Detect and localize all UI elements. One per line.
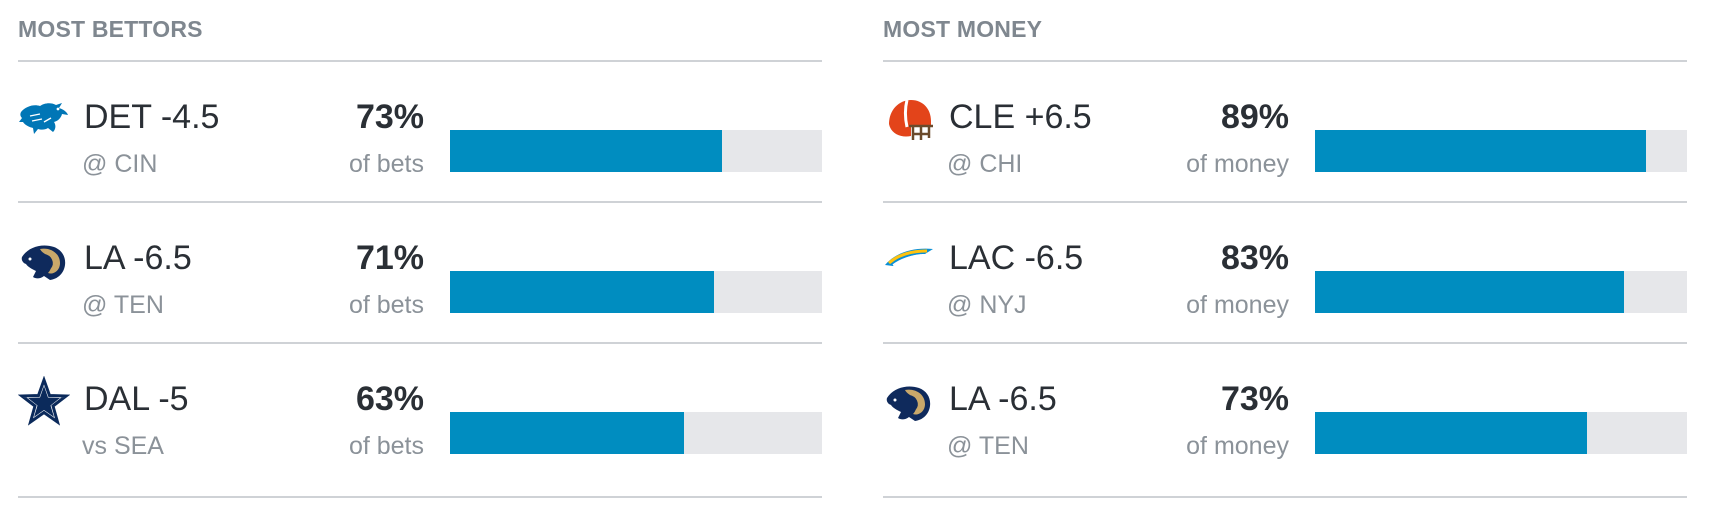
team-spread: DET -4.5 bbox=[84, 98, 220, 136]
list-item[interactable]: LAC -6.5 @ NYJ 83% of money bbox=[883, 203, 1687, 343]
divider bbox=[18, 496, 822, 498]
percent-unit: of bets bbox=[348, 291, 424, 319]
panel-title: MOST MONEY bbox=[883, 16, 1043, 42]
progress-track bbox=[450, 271, 822, 313]
list-item[interactable]: DET -4.5 @ CIN 73% of bets bbox=[18, 62, 822, 202]
panel-title: MOST BETTORS bbox=[18, 16, 203, 42]
browns-logo-icon bbox=[883, 94, 935, 146]
team-spread: LAC -6.5 bbox=[949, 239, 1084, 277]
matchup-label: @ CHI bbox=[947, 150, 1023, 178]
matchup-label: @ TEN bbox=[82, 291, 164, 319]
list-item[interactable]: CLE +6.5 @ CHI 89% of money bbox=[883, 62, 1687, 202]
progress-track bbox=[450, 412, 822, 454]
percent-value: 63% bbox=[355, 380, 424, 418]
percent-unit: of money bbox=[1186, 432, 1289, 460]
team-spread: LA -6.5 bbox=[949, 380, 1057, 418]
percent-unit: of money bbox=[1186, 291, 1289, 319]
cowboys-logo-icon bbox=[18, 376, 70, 428]
divider bbox=[883, 201, 1687, 203]
list-item[interactable]: LA -6.5 @ TEN 71% of bets bbox=[18, 203, 822, 343]
progress-track bbox=[1315, 271, 1687, 313]
chargers-logo-icon bbox=[883, 235, 935, 287]
percent-unit: of money bbox=[1186, 150, 1289, 178]
team-spread: LA -6.5 bbox=[84, 239, 192, 277]
percent-unit: of bets bbox=[348, 432, 424, 460]
rams-logo-icon bbox=[18, 235, 70, 287]
percent-value: 83% bbox=[1220, 239, 1289, 277]
percent-value: 71% bbox=[355, 239, 424, 277]
divider bbox=[883, 496, 1687, 498]
list-item[interactable]: DAL -5 vs SEA 63% of bets bbox=[18, 344, 822, 484]
matchup-label: @ TEN bbox=[947, 432, 1029, 460]
divider bbox=[18, 60, 822, 62]
percent-unit: of bets bbox=[348, 150, 424, 178]
percent-value: 89% bbox=[1220, 98, 1289, 136]
matchup-label: @ NYJ bbox=[947, 291, 1027, 319]
progress-fill bbox=[1315, 130, 1646, 172]
divider bbox=[18, 201, 822, 203]
progress-fill bbox=[450, 412, 684, 454]
percent-value: 73% bbox=[355, 98, 424, 136]
divider bbox=[883, 60, 1687, 62]
matchup-label: @ CIN bbox=[82, 150, 158, 178]
progress-fill bbox=[450, 130, 722, 172]
team-spread: DAL -5 bbox=[84, 380, 189, 418]
rams-logo-icon bbox=[883, 376, 935, 428]
divider bbox=[883, 342, 1687, 344]
list-item[interactable]: LA -6.5 @ TEN 73% of money bbox=[883, 344, 1687, 484]
progress-track bbox=[1315, 130, 1687, 172]
team-spread: CLE +6.5 bbox=[949, 98, 1092, 136]
lions-logo-icon bbox=[18, 94, 70, 146]
progress-fill bbox=[450, 271, 714, 313]
matchup-label: vs SEA bbox=[82, 432, 164, 460]
divider bbox=[18, 342, 822, 344]
progress-fill bbox=[1315, 412, 1587, 454]
progress-track bbox=[1315, 412, 1687, 454]
percent-value: 73% bbox=[1220, 380, 1289, 418]
progress-track bbox=[450, 130, 822, 172]
progress-fill bbox=[1315, 271, 1624, 313]
